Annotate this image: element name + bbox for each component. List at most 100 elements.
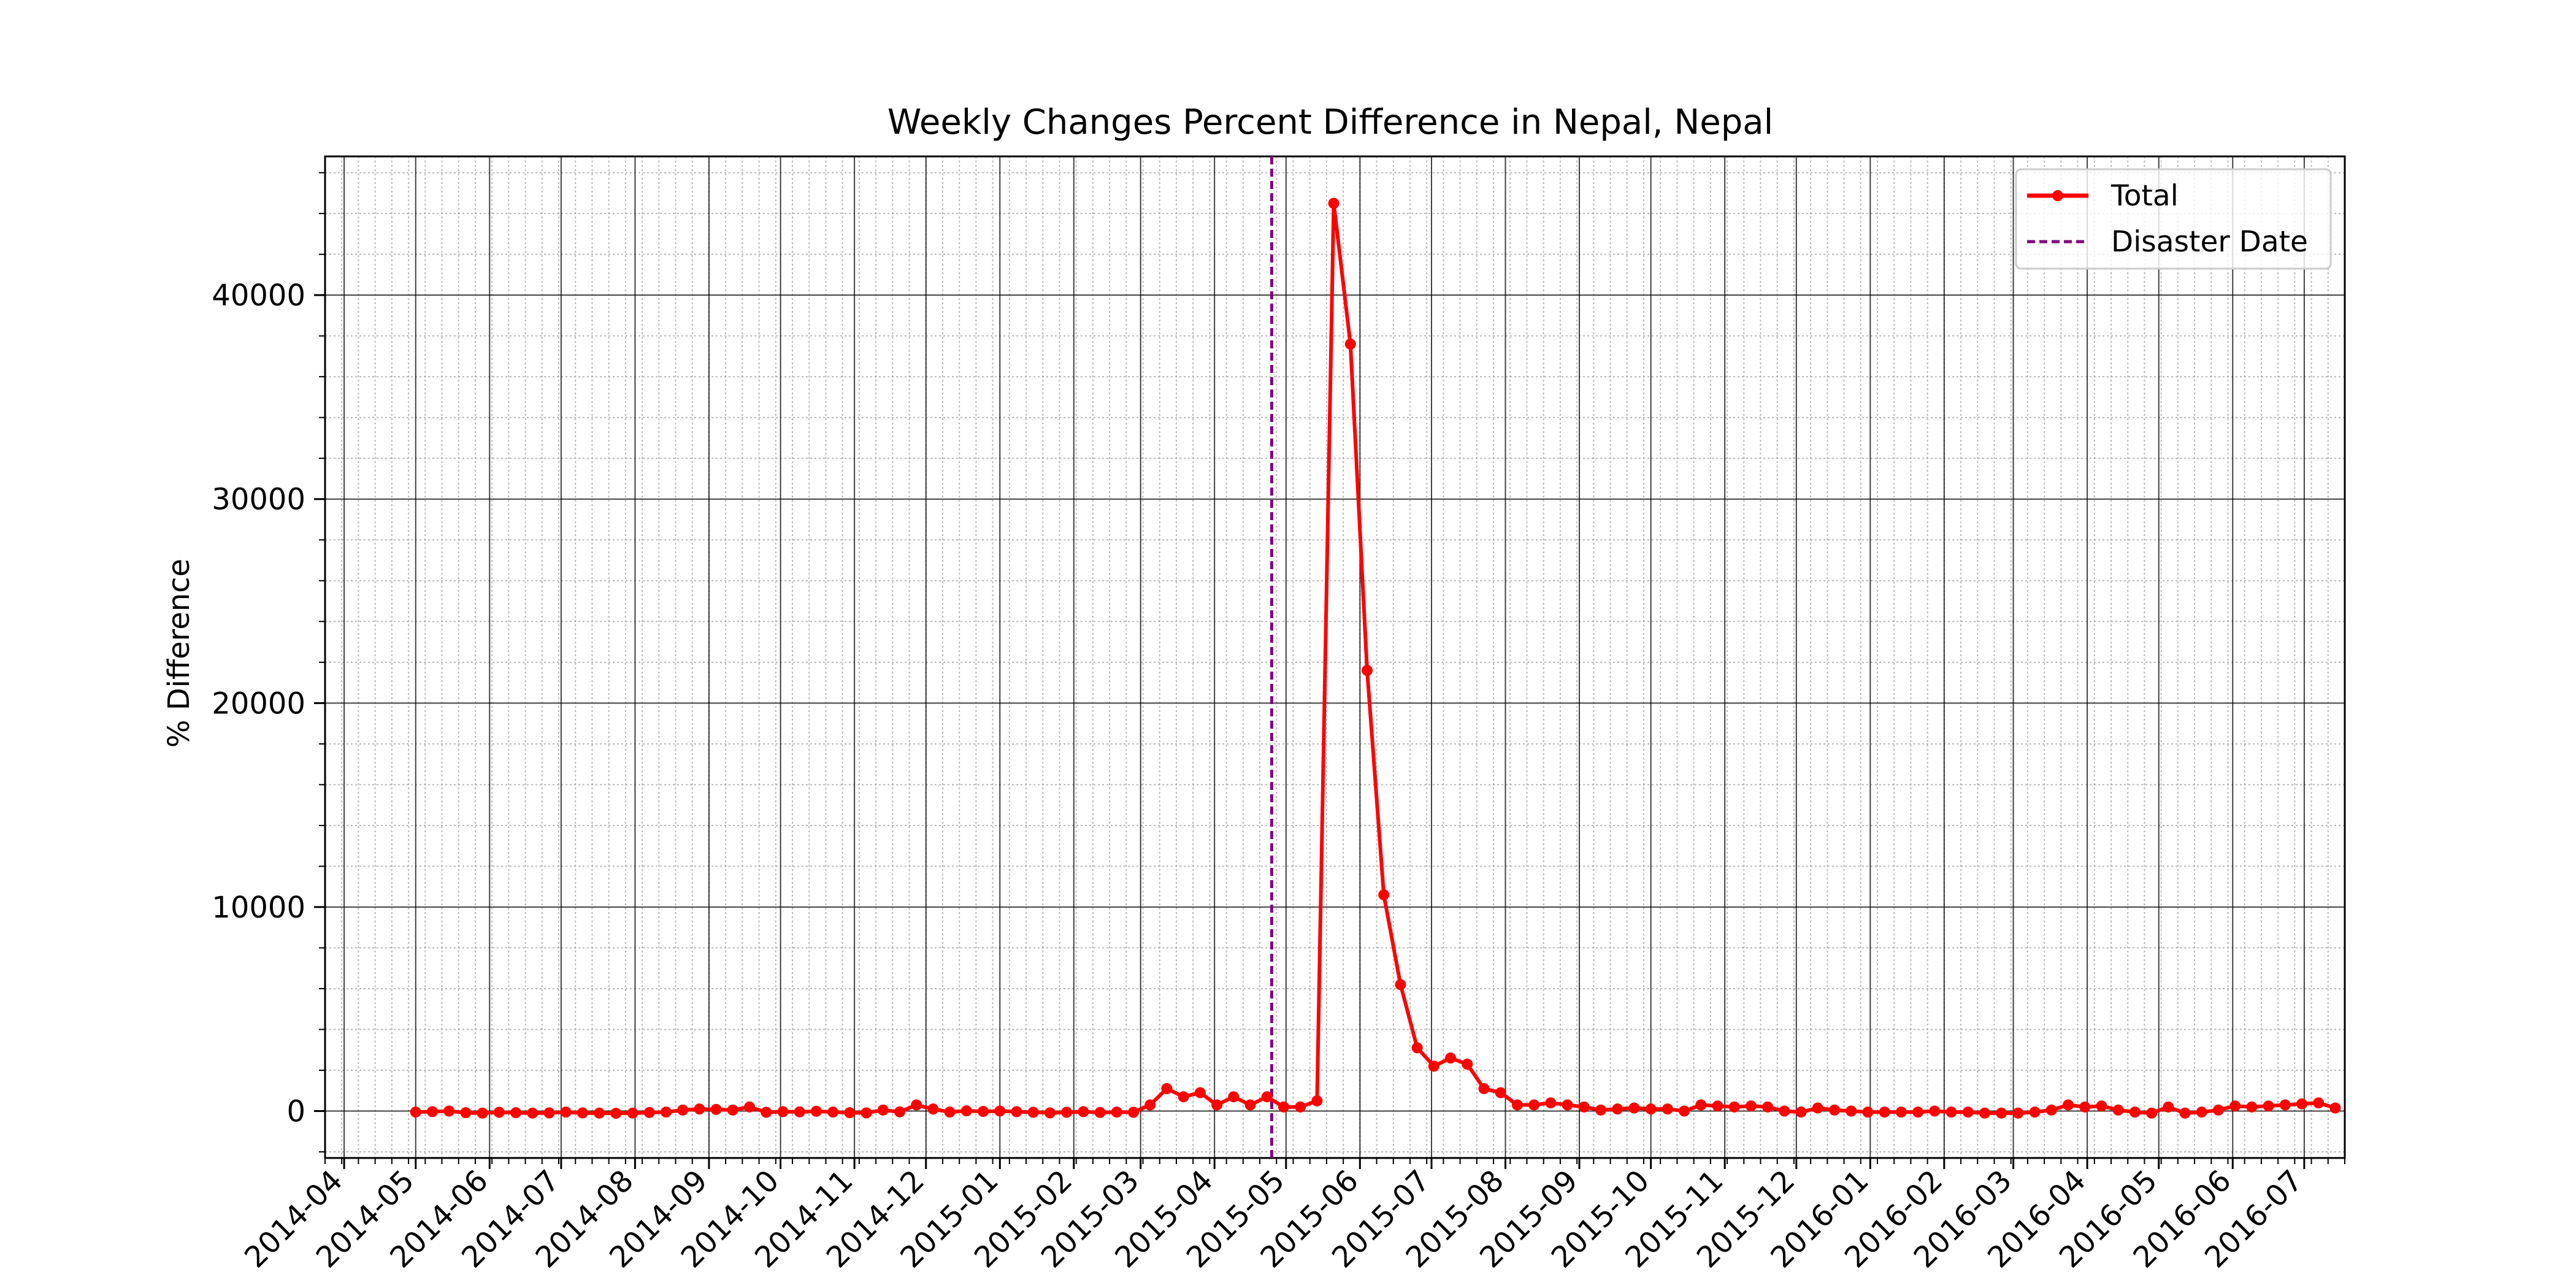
legend-box: [2015, 168, 2332, 270]
data-point: [861, 1107, 872, 1119]
data-point: [1846, 1105, 1857, 1117]
data-point: [2296, 1098, 2308, 1110]
data-point: [460, 1107, 472, 1119]
data-point: [1945, 1106, 1957, 1118]
data-point: [1979, 1107, 1990, 1119]
data-point: [1161, 1083, 1173, 1094]
legend: Total Disaster Date: [2015, 168, 2332, 270]
data-point: [911, 1099, 922, 1111]
data-point: [1996, 1107, 2007, 1119]
y-tick-label: 40000: [212, 278, 305, 313]
plot-area: 2014-042014-052014-062014-072014-082014-…: [212, 155, 2346, 1275]
data-point: [1478, 1083, 1490, 1094]
data-point: [1728, 1101, 1740, 1113]
data-point: [1428, 1060, 1439, 1072]
data-point: [1511, 1099, 1523, 1111]
data-point: [927, 1103, 939, 1115]
data-point: [627, 1107, 638, 1119]
data-point: [710, 1103, 722, 1115]
data-point: [560, 1106, 572, 1118]
data-point: [410, 1106, 421, 1118]
data-point: [1311, 1095, 1323, 1106]
data-point: [1378, 889, 1390, 900]
y-tick-label: 10000: [212, 891, 305, 925]
data-point: [1912, 1106, 1924, 1118]
data-point: [1078, 1106, 1089, 1117]
data-point: [1244, 1099, 1256, 1111]
data-point: [2129, 1106, 2141, 1118]
data-point: [1879, 1106, 1890, 1118]
data-point: [944, 1106, 956, 1118]
data-point: [2263, 1100, 2274, 1112]
axes-frame: [324, 155, 2346, 1159]
data-point: [1962, 1106, 1974, 1118]
data-point: [2163, 1101, 2174, 1113]
data-point: [1562, 1099, 1573, 1111]
data-point: [1261, 1091, 1273, 1103]
data-point: [1595, 1104, 1606, 1116]
data-point: [794, 1106, 805, 1117]
chart-title: Weekly Changes Percent Difference in Nep…: [887, 102, 1773, 142]
data-point: [1645, 1103, 1657, 1115]
data-point: [443, 1105, 455, 1117]
data-point: [1411, 1042, 1423, 1054]
data-point: [960, 1105, 972, 1117]
data-point: [2146, 1107, 2158, 1119]
data-point: [510, 1107, 522, 1119]
data-point: [1027, 1106, 1039, 1118]
data-point: [2329, 1102, 2341, 1114]
data-point: [1278, 1101, 1289, 1113]
data-point: [978, 1106, 989, 1117]
data-point: [1628, 1102, 1640, 1114]
data-point: [1862, 1106, 1874, 1118]
legend-total-label: Total: [2110, 179, 2179, 213]
data-point: [2012, 1107, 2024, 1119]
data-point: [1094, 1106, 1106, 1118]
data-point: [477, 1107, 488, 1119]
data-point: [1178, 1091, 1189, 1103]
data-point: [1795, 1106, 1807, 1118]
data-point: [777, 1106, 789, 1117]
legend-total-marker: [2052, 190, 2063, 201]
data-point: [2196, 1106, 2207, 1118]
data-point: [744, 1101, 756, 1113]
data-point: [1528, 1099, 1540, 1111]
data-point: [1228, 1091, 1240, 1103]
data-point: [1578, 1101, 1590, 1113]
data-point: [610, 1108, 622, 1119]
data-point: [877, 1104, 889, 1116]
data-point: [694, 1103, 705, 1115]
y-tick-label: 20000: [212, 686, 305, 721]
data-point: [994, 1105, 1006, 1117]
data-point: [1395, 979, 1406, 991]
data-point: [1695, 1099, 1707, 1111]
data-point: [1745, 1100, 1757, 1112]
data-point: [844, 1107, 856, 1119]
data-point: [2029, 1106, 2041, 1118]
data-point: [1295, 1101, 1306, 1113]
data-point: [660, 1106, 672, 1118]
data-point: [2096, 1100, 2107, 1112]
data-point: [543, 1107, 555, 1119]
data-point: [1545, 1097, 1557, 1109]
data-point: [1328, 197, 1340, 209]
data-point: [1612, 1103, 1623, 1115]
data-point: [1929, 1105, 1941, 1117]
data-point: [2079, 1101, 2091, 1113]
data-point: [1127, 1106, 1139, 1118]
data-point: [1679, 1105, 1690, 1117]
data-point: [2063, 1099, 2074, 1111]
data-point: [1712, 1100, 1723, 1112]
data-point: [2179, 1107, 2191, 1119]
data-point: [1779, 1105, 1790, 1117]
total-series-line: [415, 201, 2336, 1116]
data-point: [677, 1104, 689, 1116]
data-point: [2045, 1104, 2057, 1116]
data-point: [1662, 1103, 1673, 1115]
data-point: [577, 1107, 588, 1119]
y-tick-label: 0: [286, 1095, 305, 1129]
data-point: [1762, 1101, 1774, 1113]
data-point: [2112, 1104, 2124, 1116]
data-point: [2246, 1101, 2258, 1113]
